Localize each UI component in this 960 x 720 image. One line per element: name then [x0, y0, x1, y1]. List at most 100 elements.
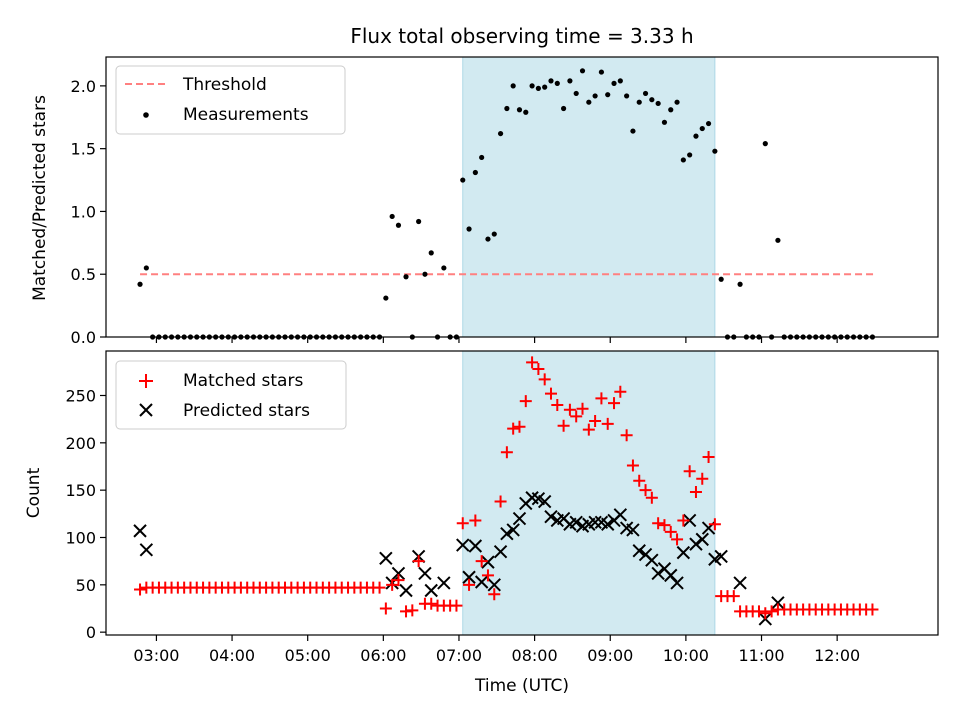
predicted-star-marker	[493, 544, 508, 559]
measurements-legend-swatch	[143, 112, 149, 118]
matched-star-marker	[494, 495, 507, 508]
measurement-point	[491, 231, 497, 237]
measurement-point	[510, 83, 516, 89]
matched-star-marker	[633, 474, 646, 487]
matched-star-marker	[500, 446, 513, 459]
matched-star-marker	[526, 356, 539, 369]
matched-star-marker	[752, 605, 765, 618]
measurement-point	[592, 93, 598, 99]
measurement-point	[422, 271, 428, 277]
matched-star-marker	[765, 605, 778, 618]
x-tick-label: 12:00	[814, 646, 860, 665]
measurement-point	[529, 83, 535, 89]
measurement-point	[548, 78, 554, 84]
predicted-star-marker	[512, 511, 527, 526]
predicted-star-marker	[601, 517, 615, 531]
count-panel-frame	[105, 350, 939, 636]
matched-star-marker	[488, 588, 501, 601]
predicted-legend-swatch	[139, 403, 153, 417]
predicted-star-marker	[481, 555, 495, 569]
matched-star-marker	[507, 422, 520, 435]
ratio-y-tick-label: 2.0	[71, 77, 96, 96]
matched-star-marker	[373, 581, 386, 594]
matched-star-marker	[626, 459, 639, 472]
ratio-panel-frame	[105, 56, 939, 338]
measurement-point	[516, 107, 523, 113]
predicted-star-marker	[689, 537, 703, 551]
ratio-y-tick-label: 1.0	[71, 202, 96, 221]
predicted-star-marker	[487, 578, 501, 592]
x-tick-label: 08:00	[512, 646, 558, 665]
matched-star-marker	[463, 578, 476, 591]
measurement-point	[403, 274, 409, 280]
matched-star-marker	[551, 398, 564, 411]
matched-star-marker	[866, 603, 879, 616]
measurement-point	[705, 120, 712, 127]
predicted-star-marker	[391, 566, 406, 581]
measurement-point	[428, 250, 434, 256]
measurement-point	[762, 141, 768, 147]
matched-star-marker	[392, 574, 405, 587]
matched-legend-swatch	[139, 374, 153, 388]
matched-star-marker	[481, 569, 494, 582]
measurement-point	[655, 100, 661, 107]
measurement-point	[479, 154, 485, 161]
ratio-legend: Threshold Measurements	[115, 65, 346, 135]
count-y-tick-label: 100	[65, 528, 96, 547]
matched-star-marker	[570, 410, 583, 423]
predicted-star-marker	[379, 551, 393, 566]
count-panel: 0 50 100 150 200 250 03:00 04:00 05:00 06:00 07:00…	[24, 350, 939, 696]
predicted-star-marker	[133, 524, 147, 538]
predicted-star-marker	[733, 576, 747, 590]
matched-star-marker	[425, 597, 438, 610]
predicted-star-marker	[399, 583, 413, 598]
matched-star-marker	[608, 397, 621, 410]
predicted-star-marker	[437, 576, 451, 590]
predicted-star-marker	[613, 508, 628, 522]
matched-star-marker	[544, 387, 557, 400]
matched-star-marker	[386, 578, 399, 591]
predicted-star-marker	[682, 513, 697, 528]
ratio-legend-box	[115, 65, 346, 135]
predicted-star-marker	[500, 526, 514, 541]
matched-star-marker	[727, 590, 740, 603]
matched-star-marker	[519, 395, 532, 408]
count-legend-box	[115, 360, 347, 430]
measurement-point	[775, 237, 781, 243]
measurement-point	[416, 218, 422, 225]
measurement-point	[395, 222, 402, 228]
matched-star-marker	[620, 429, 633, 442]
measurement-point	[523, 109, 529, 115]
measurement-point	[687, 152, 693, 158]
predicted-star-marker	[714, 549, 728, 564]
matched-star-marker	[582, 423, 595, 436]
x-tick-label: 11:00	[738, 646, 784, 665]
measurement-point	[542, 84, 548, 90]
measurement-point	[712, 148, 718, 154]
matched-star-marker	[652, 517, 665, 530]
matched-star-marker	[589, 415, 602, 428]
matched-star-marker	[664, 525, 677, 538]
ratio-y-tick-label: 0.0	[71, 328, 96, 347]
measurement-point	[143, 265, 149, 271]
measurement-point	[535, 85, 541, 91]
measurement-point	[693, 133, 699, 139]
measurement-point	[680, 157, 686, 163]
measurement-point	[617, 78, 623, 84]
ratio-panel: 0.00.51.01.52.0 Matched/Predicted stars …	[30, 56, 939, 347]
measurement-point	[605, 92, 611, 98]
x-axis-label: Time (UTC)	[474, 676, 569, 696]
matched-star-marker	[456, 517, 469, 530]
measurement-point	[630, 128, 636, 134]
predicted-star-marker	[544, 509, 558, 524]
measurement-point	[642, 90, 649, 97]
predicted-stars-series	[133, 491, 785, 626]
x-tick-label: 10:00	[663, 646, 709, 665]
matched-star-marker	[379, 602, 392, 615]
measurement-point	[579, 68, 586, 74]
matched-star-marker	[450, 599, 463, 612]
predicted-star-marker	[474, 575, 489, 589]
predicted-star-marker	[771, 596, 785, 610]
count-y-tick-label: 200	[65, 434, 96, 453]
